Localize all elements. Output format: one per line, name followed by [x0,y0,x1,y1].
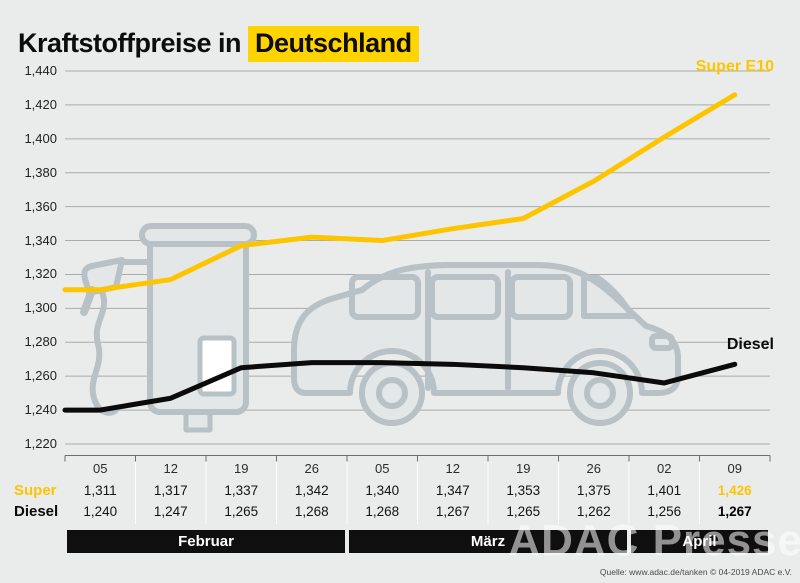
y-tick-label: 1,240 [24,402,57,418]
x-tick-label: 09 [727,461,742,476]
table-column-separators [135,458,700,524]
x-tick-label: 19 [234,461,249,476]
table-cell-super: 1,401 [647,483,682,498]
series-label-super-e10: Super E10 [695,58,774,75]
x-tick-label: 19 [516,461,531,476]
table-row-header-super: Super [14,482,57,499]
car-illustration [291,262,681,426]
table-cell-super: 1,353 [506,483,541,498]
y-tick-label: 1,280 [24,334,57,350]
x-tick-label: 12 [445,461,460,476]
series-label-diesel: Diesel [726,336,774,353]
x-axis [64,455,771,462]
x-tick-label: 26 [586,461,601,476]
y-tick-label: 1,260 [24,368,57,384]
table-cell-diesel: 1,267 [435,504,470,519]
table-cell-super: 1,342 [294,483,329,498]
x-tick-label: 12 [163,461,178,476]
table-cell-super: 1,426 [717,483,752,498]
fuel-pump-illustration [80,223,257,433]
y-tick-label: 1,340 [24,232,57,248]
y-tick-label: 1,360 [24,198,57,214]
month-band-april: April [631,530,768,553]
table-cell-super: 1,311 [83,483,117,498]
watermark: ADAC Presse [508,516,800,565]
table-row-header-diesel: Diesel [14,503,59,520]
x-tick-label: 05 [93,461,108,476]
table-row-diesel-values: 1,240 1,247 1,265 1,268 1,268 1,267 1,265 1,262… [0,504,800,521]
table-cell-diesel: 1,262 [576,504,611,519]
table-cell-diesel: 1,247 [153,504,188,519]
month-band-februar: Februar [67,530,345,553]
y-tick-label: 1,380 [24,164,57,180]
data-series-lines [62,92,738,413]
title-text: Kraftstoffpreise in [18,28,242,59]
y-tick-label: 1,320 [24,266,57,282]
table-row-super-values: 1,311 1,317 1,337 1,342 1,340 1,347 1,353 1,375… [0,483,800,500]
table-cell-super: 1,347 [435,483,470,498]
page-title: Kraftstoffpreise in Deutschland [18,26,419,63]
month-band-märz: März [349,530,627,553]
table-cell-diesel: 1,268 [294,504,329,519]
x-axis-tick-row: 05 12 19 26 05 12 19 26 02 09 [0,461,800,478]
y-tick-label: 1,420 [24,96,57,112]
table-cell-diesel: 1,268 [365,504,400,519]
x-tick-label: 05 [375,461,390,476]
y-tick-label: 1,440 [24,63,57,78]
y-tick-label: 1,220 [24,436,57,451]
table-cell-diesel: 1,265 [506,504,541,519]
source-credit: Quelle: www.adac.de/tanken © 04-2019 ADA… [599,567,792,577]
table-cell-diesel: 1,265 [224,504,259,519]
x-tick-label: 26 [304,461,319,476]
table-cell-super: 1,337 [224,483,259,498]
y-tick-label: 1,300 [24,300,57,316]
x-tick-label: 02 [657,461,672,476]
y-tick-label: 1,400 [24,130,57,146]
table-cell-super: 1,375 [576,483,611,498]
table-cell-super: 1,317 [153,483,188,498]
table-cell-diesel: 1,240 [83,504,118,519]
table-cell-super: 1,340 [365,483,400,498]
table-cell-diesel: 1,267 [717,504,752,519]
title-highlight: Deutschland [248,26,419,63]
table-cell-diesel: 1,256 [647,504,682,519]
